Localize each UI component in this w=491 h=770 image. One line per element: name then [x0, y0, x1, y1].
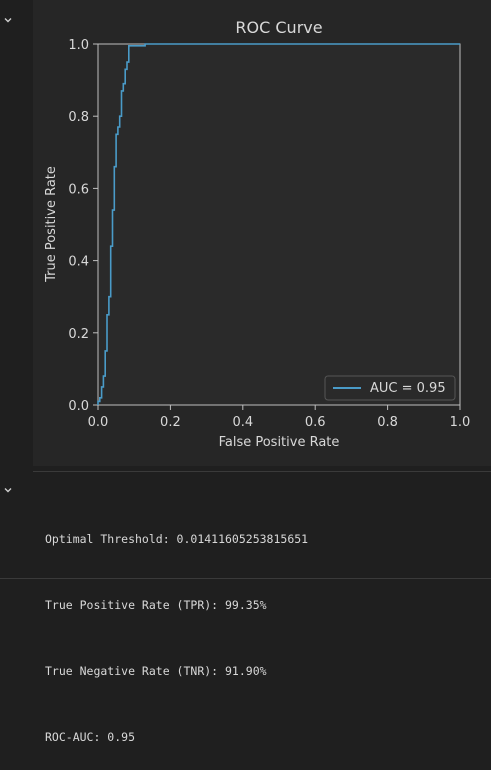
bottom-divider	[0, 578, 491, 579]
x-axis-ticks: 0.0 0.2 0.4 0.6 0.8 1.0	[88, 405, 471, 430]
legend: AUC = 0.95	[324, 375, 456, 401]
roc-curve-line	[97, 43, 460, 405]
y-tick-label: 0.6	[68, 182, 89, 197]
x-tick-label: 0.4	[232, 415, 253, 430]
collapse-text-output-toggle[interactable]	[2, 484, 14, 496]
chevron-down-icon	[4, 18, 12, 23]
y-axis-ticks: 0.0 0.2 0.4 0.6 0.8 1.0	[68, 38, 98, 414]
tpr-line: True Positive Rate (TPR): 99.35%	[45, 598, 267, 612]
legend-label: AUC = 0.95	[370, 381, 446, 396]
text-output: Optimal Threshold: 0.01411605253815651 T…	[45, 484, 485, 770]
chart-title: ROC Curve	[235, 18, 322, 37]
y-tick-label: 0.4	[68, 255, 89, 270]
output-divider	[33, 471, 491, 472]
x-tick-label: 0.6	[305, 415, 326, 430]
roc-auc-line: ROC-AUC: 0.95	[45, 730, 136, 744]
y-tick-label: 0.8	[68, 110, 89, 125]
chevron-down-icon	[4, 488, 12, 493]
roc-chart: ROC Curve 0.0 0.2 0.4 0.6 0.8 1.0 0.00.20.40.…	[44, 18, 471, 450]
y-tick-label: 1.0	[68, 38, 89, 53]
y-axis-label: True Positive Rate	[44, 166, 59, 283]
x-tick-label: 0.2	[160, 415, 181, 430]
collapse-plot-output-toggle[interactable]	[2, 14, 14, 26]
y-tick-label: 0.0	[68, 399, 89, 414]
y-tick-label: 0.2	[68, 327, 89, 342]
tnr-line: True Negative Rate (TNR): 91.90%	[45, 664, 267, 678]
x-tick-label: 0.8	[377, 415, 398, 430]
x-tick-label: 1.0	[450, 415, 471, 430]
x-axis-label: False Positive Rate	[219, 435, 340, 450]
series-layer	[97, 43, 460, 405]
cell-gutter	[0, 0, 33, 581]
legend-box	[324, 375, 456, 401]
plot-area	[97, 43, 461, 406]
x-tick-label: 0.0	[88, 415, 109, 430]
optimal-threshold-line: Optimal Threshold: 0.01411605253815651	[45, 532, 309, 546]
